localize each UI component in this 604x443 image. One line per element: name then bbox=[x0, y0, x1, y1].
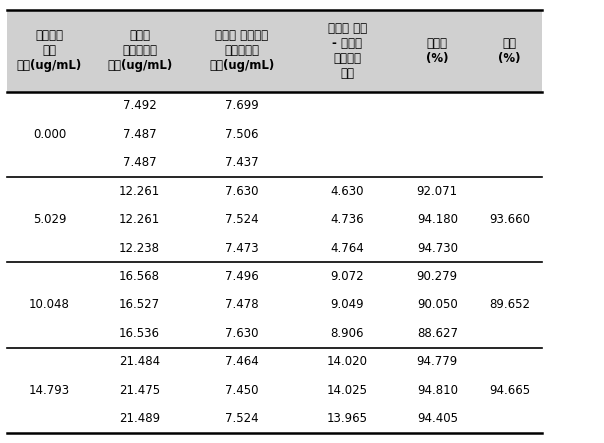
Text: 7.464: 7.464 bbox=[225, 355, 259, 368]
Text: 0.000: 0.000 bbox=[33, 128, 66, 141]
Text: 10.048: 10.048 bbox=[29, 299, 70, 311]
FancyBboxPatch shape bbox=[7, 10, 542, 92]
Text: 검출된 농도
- 시료에
해당하는
농도: 검출된 농도 - 시료에 해당하는 농도 bbox=[327, 22, 367, 80]
Text: 회수율
(%): 회수율 (%) bbox=[426, 37, 449, 65]
Text: 7.699: 7.699 bbox=[225, 99, 259, 113]
Text: 7.524: 7.524 bbox=[225, 412, 259, 425]
Text: 시료에 해당하는
표준물질의
농도(ug/mL): 시료에 해당하는 표준물질의 농도(ug/mL) bbox=[209, 29, 274, 72]
Text: 9.072: 9.072 bbox=[330, 270, 364, 283]
Text: 93.660: 93.660 bbox=[489, 213, 530, 226]
Text: 7.630: 7.630 bbox=[225, 327, 259, 340]
Text: 7.478: 7.478 bbox=[225, 299, 259, 311]
Text: 13.965: 13.965 bbox=[327, 412, 368, 425]
Text: 7.473: 7.473 bbox=[225, 241, 259, 255]
Text: 9.049: 9.049 bbox=[330, 299, 364, 311]
Text: 21.489: 21.489 bbox=[119, 412, 160, 425]
Text: 표준물질
추가
농도(ug/mL): 표준물질 추가 농도(ug/mL) bbox=[17, 29, 82, 72]
Text: 94.665: 94.665 bbox=[489, 384, 530, 396]
Text: 7.506: 7.506 bbox=[225, 128, 259, 141]
Text: 94.810: 94.810 bbox=[417, 384, 458, 396]
Text: 21.475: 21.475 bbox=[119, 384, 160, 396]
Text: 94.405: 94.405 bbox=[417, 412, 458, 425]
Text: 7.492: 7.492 bbox=[123, 99, 156, 113]
Text: 94.730: 94.730 bbox=[417, 241, 458, 255]
Text: 7.487: 7.487 bbox=[123, 156, 156, 169]
Text: 평균
(%): 평균 (%) bbox=[498, 37, 521, 65]
Text: 12.238: 12.238 bbox=[119, 241, 160, 255]
Text: 94.180: 94.180 bbox=[417, 213, 458, 226]
Text: 14.793: 14.793 bbox=[29, 384, 70, 396]
Text: 8.906: 8.906 bbox=[330, 327, 364, 340]
Text: 89.652: 89.652 bbox=[489, 299, 530, 311]
Text: 14.020: 14.020 bbox=[327, 355, 368, 368]
Text: 16.527: 16.527 bbox=[119, 299, 160, 311]
Text: 14.025: 14.025 bbox=[327, 384, 368, 396]
Text: 90.050: 90.050 bbox=[417, 299, 458, 311]
Text: 7.496: 7.496 bbox=[225, 270, 259, 283]
Text: 7.524: 7.524 bbox=[225, 213, 259, 226]
Text: 5.029: 5.029 bbox=[33, 213, 66, 226]
Text: 12.261: 12.261 bbox=[119, 185, 160, 198]
Text: 88.627: 88.627 bbox=[417, 327, 458, 340]
Text: 21.484: 21.484 bbox=[119, 355, 160, 368]
Text: 16.568: 16.568 bbox=[119, 270, 160, 283]
Text: 4.630: 4.630 bbox=[330, 185, 364, 198]
Text: 검출된
표준물질의
농도(ug/mL): 검출된 표준물질의 농도(ug/mL) bbox=[107, 29, 172, 72]
Text: 12.261: 12.261 bbox=[119, 213, 160, 226]
Text: 4.764: 4.764 bbox=[330, 241, 364, 255]
Text: 90.279: 90.279 bbox=[417, 270, 458, 283]
Text: 16.536: 16.536 bbox=[119, 327, 160, 340]
Text: 7.437: 7.437 bbox=[225, 156, 259, 169]
Text: 7.487: 7.487 bbox=[123, 128, 156, 141]
Text: 4.736: 4.736 bbox=[330, 213, 364, 226]
Text: 92.071: 92.071 bbox=[417, 185, 458, 198]
Text: 7.630: 7.630 bbox=[225, 185, 259, 198]
Text: 7.450: 7.450 bbox=[225, 384, 259, 396]
Text: 94.779: 94.779 bbox=[417, 355, 458, 368]
